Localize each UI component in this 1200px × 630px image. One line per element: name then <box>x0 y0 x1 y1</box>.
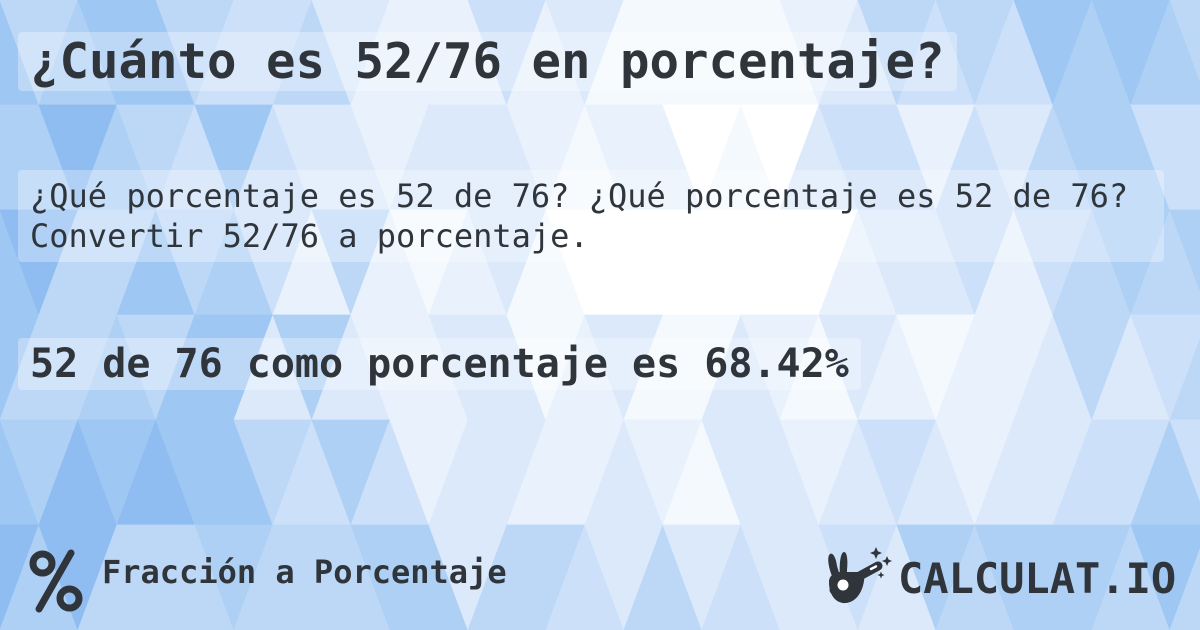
answer-text: 52 de 76 como porcentaje es 68.42% <box>18 338 861 390</box>
magic-wand-hand-icon <box>828 547 892 604</box>
page-title: ¿Cuánto es 52/76 en porcentaje? <box>18 32 957 92</box>
brand-logo: CALCULAT.IO <box>816 544 1176 612</box>
category-label: Fracción a Porcentaje <box>102 553 507 591</box>
brand-logo-text: CALCULAT.IO <box>898 553 1177 603</box>
percent-icon <box>29 549 83 613</box>
category-badge <box>28 548 84 614</box>
card-description: ¿Qué porcentaje es 52 de 76? ¿Qué porcen… <box>18 170 1164 262</box>
